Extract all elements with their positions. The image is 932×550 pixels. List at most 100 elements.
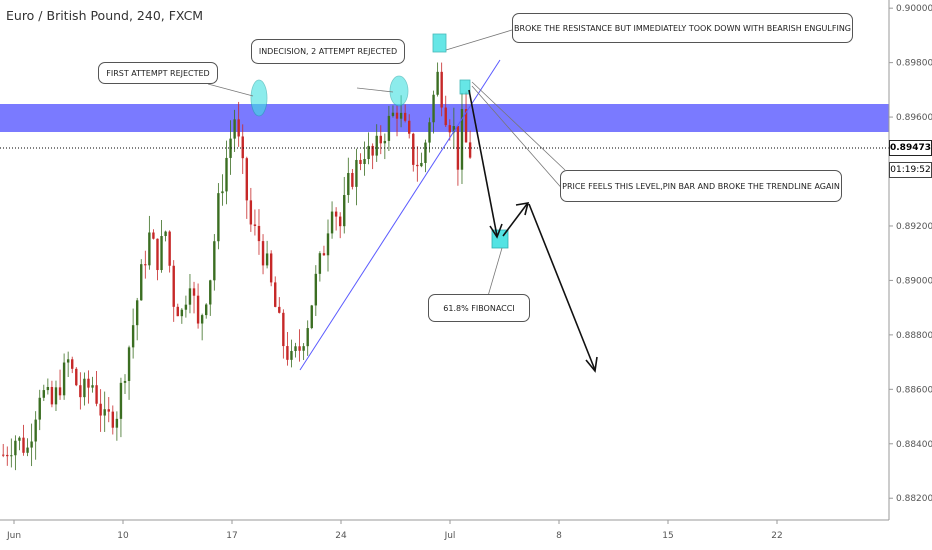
candle-body[interactable] (107, 409, 110, 412)
candle-body[interactable] (18, 437, 21, 441)
candle-body[interactable] (123, 380, 127, 383)
candle-body[interactable] (440, 71, 443, 108)
candle-body[interactable] (330, 211, 334, 234)
candle-body[interactable] (54, 387, 58, 405)
candle-body[interactable] (347, 172, 350, 196)
candle-body[interactable] (10, 455, 13, 457)
candle-body[interactable] (367, 145, 370, 160)
candle-body[interactable] (50, 386, 54, 405)
candle-body[interactable] (6, 454, 9, 457)
candle-body[interactable] (286, 346, 289, 360)
candle-body[interactable] (278, 306, 281, 313)
candle-body[interactable] (233, 119, 236, 139)
candle-body[interactable] (91, 385, 94, 388)
candle-body[interactable] (75, 368, 78, 386)
candle-body[interactable] (180, 309, 184, 317)
candle-body[interactable] (399, 112, 403, 119)
candle-body[interactable] (343, 195, 346, 227)
candle-body[interactable] (436, 71, 439, 95)
candle-body[interactable] (46, 386, 50, 391)
candle-body[interactable] (464, 109, 468, 143)
candle-body[interactable] (103, 409, 106, 416)
candle-body[interactable] (135, 300, 139, 326)
candle-body[interactable] (62, 362, 66, 396)
candle-body[interactable] (95, 385, 98, 404)
candle-body[interactable] (391, 112, 395, 116)
trendline[interactable] (299, 59, 501, 371)
candle-body[interactable] (290, 350, 293, 360)
candle-body[interactable] (371, 145, 374, 156)
resistance-zone[interactable] (0, 104, 889, 132)
second-attempt-marker[interactable] (389, 75, 409, 107)
candle-body[interactable] (355, 159, 358, 187)
candle-body[interactable] (79, 385, 82, 398)
candle-body[interactable] (221, 191, 224, 194)
candle-body[interactable] (229, 138, 232, 158)
candle-body[interactable] (2, 454, 5, 456)
candle-body[interactable] (164, 231, 167, 237)
candle-body[interactable] (424, 142, 427, 163)
candle-body[interactable] (395, 112, 399, 119)
candle-body[interactable] (14, 440, 17, 456)
candle-body[interactable] (298, 346, 301, 351)
candle-body[interactable] (318, 253, 322, 274)
candle-body[interactable] (249, 200, 253, 225)
candle-body[interactable] (71, 359, 74, 369)
candle-body[interactable] (416, 164, 419, 167)
candle-body[interactable] (253, 224, 257, 226)
candle-body[interactable] (184, 304, 188, 310)
candle-body[interactable] (269, 253, 273, 283)
candle-body[interactable] (420, 162, 423, 167)
candle-body[interactable] (148, 232, 151, 266)
time-axis[interactable] (0, 520, 932, 550)
candle-body[interactable] (257, 225, 261, 242)
candle-body[interactable] (209, 280, 212, 305)
candle-body[interactable] (30, 441, 33, 448)
candle-body[interactable] (160, 236, 163, 271)
candle-body[interactable] (265, 253, 269, 266)
candle-body[interactable] (217, 193, 220, 242)
price-axis[interactable] (889, 0, 932, 520)
candle-body[interactable] (237, 119, 240, 137)
candle-body[interactable] (282, 312, 285, 347)
candle-body[interactable] (387, 115, 391, 141)
candle-body[interactable] (192, 288, 196, 296)
candle-body[interactable] (241, 136, 244, 159)
candle-body[interactable] (144, 264, 147, 266)
candle-body[interactable] (168, 231, 171, 266)
candle-body[interactable] (131, 325, 135, 348)
candle-body[interactable] (338, 216, 342, 227)
candle-body[interactable] (274, 282, 277, 307)
candle-body[interactable] (448, 125, 451, 133)
candle-body[interactable] (34, 419, 37, 442)
candle-body[interactable] (460, 109, 464, 170)
candle-body[interactable] (403, 112, 407, 121)
breakout-marker[interactable] (432, 33, 447, 53)
candle-body[interactable] (375, 135, 378, 156)
candle-body[interactable] (58, 387, 62, 396)
candle-body[interactable] (322, 253, 326, 256)
candle-body[interactable] (408, 120, 411, 134)
fibonacci-callout[interactable]: 61.8% FIBONACCI (428, 294, 530, 322)
candle-body[interactable] (156, 238, 159, 271)
indecision-callout[interactable]: INDECISION, 2 ATTEMPT REJECTED (251, 39, 405, 64)
candle-body[interactable] (119, 382, 123, 419)
candle-body[interactable] (379, 135, 382, 144)
candle-body[interactable] (188, 288, 192, 305)
candle-body[interactable] (127, 347, 131, 381)
candle-body[interactable] (412, 133, 415, 165)
candle-body[interactable] (22, 437, 25, 453)
candle-body[interactable] (428, 122, 431, 143)
first-attempt-callout[interactable]: FIRST ATTEMPT REJECTED (98, 62, 218, 84)
candle-body[interactable] (306, 328, 309, 347)
price-feels-callout[interactable]: PRICE FEELS THIS LEVEL,PIN BAR AND BROKE… (560, 170, 842, 202)
candle-body[interactable] (205, 304, 208, 316)
candle-body[interactable] (351, 172, 354, 187)
candle-body[interactable] (66, 359, 70, 363)
candle-body[interactable] (83, 378, 86, 398)
candle-body[interactable] (310, 305, 313, 329)
candle-body[interactable] (140, 264, 143, 301)
candle-body[interactable] (359, 159, 362, 165)
candle-body[interactable] (196, 295, 200, 324)
